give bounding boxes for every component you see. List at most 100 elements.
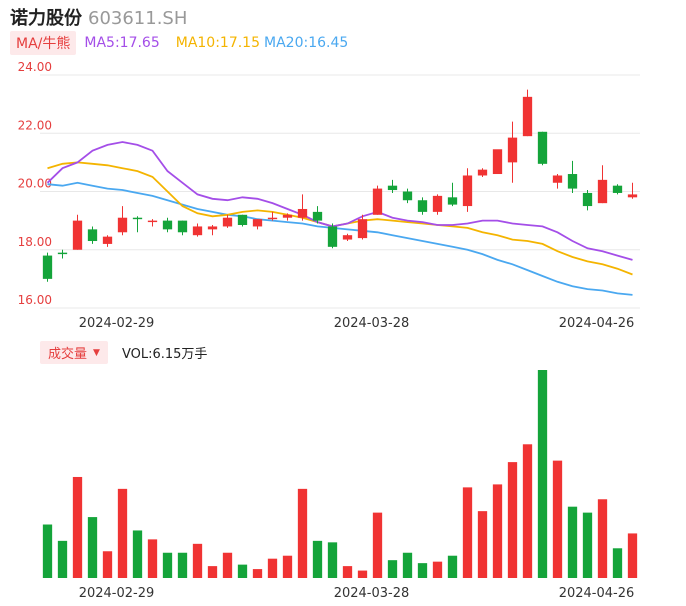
- candle-body: [87, 229, 98, 242]
- candle-body: [612, 185, 623, 193]
- candle-body: [132, 217, 143, 220]
- volume-bar: [132, 530, 143, 578]
- price-x-tick-label: 2024-04-26: [559, 316, 635, 330]
- candle-body: [522, 96, 533, 137]
- volume-bar: [387, 560, 398, 578]
- price-tick-label: 20.00: [18, 177, 52, 191]
- candle-body: [147, 220, 158, 223]
- ma20-line: [47, 181, 633, 296]
- candle-body: [297, 208, 308, 218]
- volume-x-tick-label: 2024-02-29: [79, 586, 155, 601]
- volume-bar: [537, 370, 548, 578]
- candle-body: [72, 220, 83, 250]
- volume-bar: [312, 540, 323, 578]
- volume-bar: [252, 569, 263, 578]
- volume-bar: [57, 540, 68, 578]
- volume-bar: [177, 552, 188, 578]
- volume-bar: [477, 511, 488, 578]
- ma-legend-row: MA/牛熊 MA5:17.65 MA10:17.15 MA20:16.45: [10, 31, 348, 55]
- candle-body: [417, 200, 428, 212]
- price-tick-label: 18.00: [18, 235, 52, 249]
- candle-body: [42, 255, 53, 279]
- candle-body: [312, 211, 323, 221]
- stock-name: 诺力股份: [10, 8, 82, 29]
- ma-toggle-button[interactable]: MA/牛熊: [10, 31, 77, 55]
- volume-bar: [72, 476, 83, 578]
- price-x-tick-label: 2024-02-29: [79, 316, 155, 330]
- volume-bar: [162, 552, 173, 578]
- volume-bar: [417, 563, 428, 578]
- candle-body: [222, 217, 233, 227]
- volume-bar: [102, 551, 113, 578]
- candle-body: [552, 175, 563, 183]
- volume-bar: [147, 539, 158, 578]
- candle-body: [567, 174, 578, 189]
- caret-down-icon: ▼: [93, 347, 100, 358]
- volume-bar: [627, 533, 638, 578]
- candle-body: [207, 226, 218, 230]
- candle-body: [492, 149, 503, 175]
- volume-bar: [402, 552, 413, 578]
- volume-bar: [222, 552, 233, 578]
- volume-bar: [507, 462, 518, 578]
- candle-body: [627, 194, 638, 198]
- volume-bar: [207, 566, 218, 578]
- volume-bar: [552, 460, 563, 578]
- price-tick-label: 24.00: [18, 60, 52, 74]
- volume-x-tick-label: 2024-03-28: [334, 586, 410, 601]
- candle-body: [432, 195, 443, 212]
- volume-bar: [282, 555, 293, 578]
- volume-bar: [612, 548, 623, 578]
- volume-bar: [357, 570, 368, 578]
- ma5-line: [46, 141, 633, 261]
- candle-body: [162, 220, 173, 230]
- volume-bar: [567, 506, 578, 578]
- candle-body: [237, 214, 248, 225]
- volume-bar: [327, 542, 338, 578]
- candle-body: [597, 179, 608, 204]
- candle-body: [447, 197, 458, 205]
- candle-body: [177, 220, 188, 233]
- volume-bar: [297, 488, 308, 578]
- candle-body: [372, 188, 383, 215]
- candle-body: [102, 236, 113, 244]
- volume-bar: [462, 487, 473, 578]
- stock-title: 诺力股份 603611.SH: [10, 4, 187, 30]
- volume-bar: [492, 484, 503, 578]
- volume-bar: [117, 488, 128, 578]
- price-x-tick-label: 2024-03-28: [334, 316, 410, 330]
- volume-bar: [597, 499, 608, 578]
- candle-body: [57, 252, 68, 255]
- candle-body: [117, 217, 128, 233]
- volume-bar: [87, 517, 98, 578]
- volume-bar: [192, 543, 203, 578]
- ma10-legend: MA10:17.15: [175, 35, 261, 51]
- candle-body: [507, 137, 518, 163]
- candle-body: [387, 185, 398, 191]
- volume-bar: [432, 561, 443, 578]
- candle-body: [537, 131, 548, 164]
- candle-body: [477, 169, 488, 176]
- volume-bar: [237, 564, 248, 578]
- candle-body: [267, 217, 278, 220]
- candle-body: [252, 219, 263, 227]
- candle-body: [402, 191, 413, 201]
- candle-body: [192, 226, 203, 236]
- stock-code: 603611.SH: [88, 8, 188, 29]
- volume-bar: [447, 555, 458, 578]
- candle-body: [582, 192, 593, 207]
- ma20-legend: MA20:16.45: [264, 35, 349, 51]
- price-tick-label: 16.00: [18, 293, 52, 307]
- candle-body: [342, 235, 353, 240]
- candle-body: [462, 175, 473, 207]
- candle-body: [327, 226, 338, 247]
- volume-bar: [42, 524, 53, 578]
- candle-body: [282, 214, 293, 218]
- price-tick-label: 22.00: [18, 118, 52, 132]
- volume-bar: [522, 444, 533, 578]
- ma5-legend: MA5:17.65: [84, 35, 160, 51]
- volume-bar: [267, 558, 278, 578]
- volume-bar: [372, 512, 383, 578]
- volume-toggle-button[interactable]: 成交量 ▼: [40, 341, 108, 364]
- price-chart: 24.00 22.00 20.00 18.00 16.00 2024-02-29 2024-…: [18, 60, 640, 330]
